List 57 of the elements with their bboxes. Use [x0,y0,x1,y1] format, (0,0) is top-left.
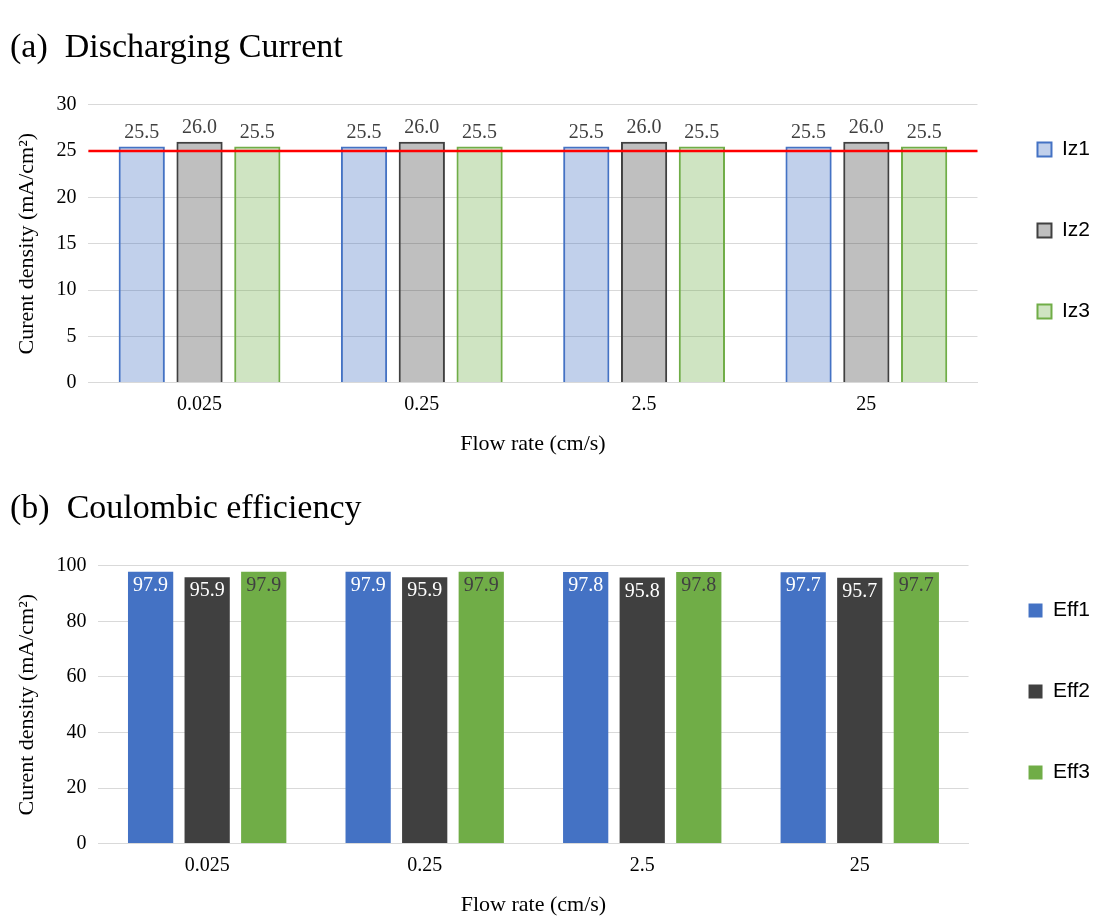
x-tick-label: 2.5 [629,852,655,875]
y-tick-label: 0 [76,830,87,853]
y-tick-label: 25 [56,138,77,161]
data-label: 25.5 [791,119,827,142]
y-tick-label: 40 [66,719,87,742]
data-label: 97.8 [568,573,604,596]
data-label: 26.0 [182,115,218,138]
data-label: 26.0 [848,115,884,138]
data-label: 95.7 [842,579,878,601]
y-axis-title: Curent density (mA/cm²) [12,132,38,355]
data-label: 97.7 [785,573,821,596]
data-label: 25.5 [346,119,382,142]
y-tick-label: 30 [56,92,77,115]
data-label: 25.5 [462,119,498,142]
legend-label: Eff1 [1053,597,1091,621]
y-tick-label: 0 [66,369,77,392]
data-label: 97.9 [246,572,282,595]
legend-label: Eff2 [1053,678,1091,702]
data-label: 25.5 [124,119,160,142]
data-label: 26.0 [626,115,662,138]
y-tick-label: 5 [66,323,77,346]
y-tick-label: 15 [56,230,77,253]
x-tick-label: 2.5 [631,391,657,414]
data-label: 97.8 [681,573,717,596]
legend-label: Eff3 [1053,759,1091,783]
y-tick-label: 100 [56,553,87,576]
data-label: 97.9 [463,572,499,595]
y-tick-label: 10 [56,277,77,300]
legend-label: Iz3 [1061,298,1090,322]
x-axis-title: Flow rate (cm/s) [460,890,607,916]
data-label: 25.5 [568,119,604,142]
data-label: 25.5 [906,119,942,142]
x-tick-label: 0.025 [177,391,223,414]
data-label: 25.5 [684,119,720,142]
data-label: 26.0 [404,115,440,138]
x-tick-label: 25 [856,391,877,414]
data-label: 97.9 [133,572,169,595]
x-tick-label: 0.25 [404,391,440,414]
chart-title: (a) Discharging Current [10,27,344,66]
data-label: 25.5 [239,119,275,142]
data-label: 95.9 [189,578,225,601]
legend-label: Iz2 [1061,217,1090,241]
chart-title: (b) Coulombic efficiency [10,488,362,527]
data-label: 95.9 [407,578,443,601]
data-label: 97.7 [898,573,934,596]
data-label: 97.9 [350,572,386,595]
data-label: 95.8 [624,578,660,601]
y-tick-label: 20 [66,775,87,798]
legend-label: Iz1 [1061,136,1090,160]
y-axis-title: Curent density (mA/cm²) [12,593,38,816]
y-tick-label: 80 [66,608,87,631]
y-tick-label: 60 [66,664,87,687]
x-axis-title: Flow rate (cm/s) [460,429,606,455]
y-tick-label: 20 [56,184,77,207]
x-tick-label: 25 [849,852,870,875]
x-tick-label: 0.025 [184,852,230,875]
x-tick-label: 0.25 [407,852,443,875]
